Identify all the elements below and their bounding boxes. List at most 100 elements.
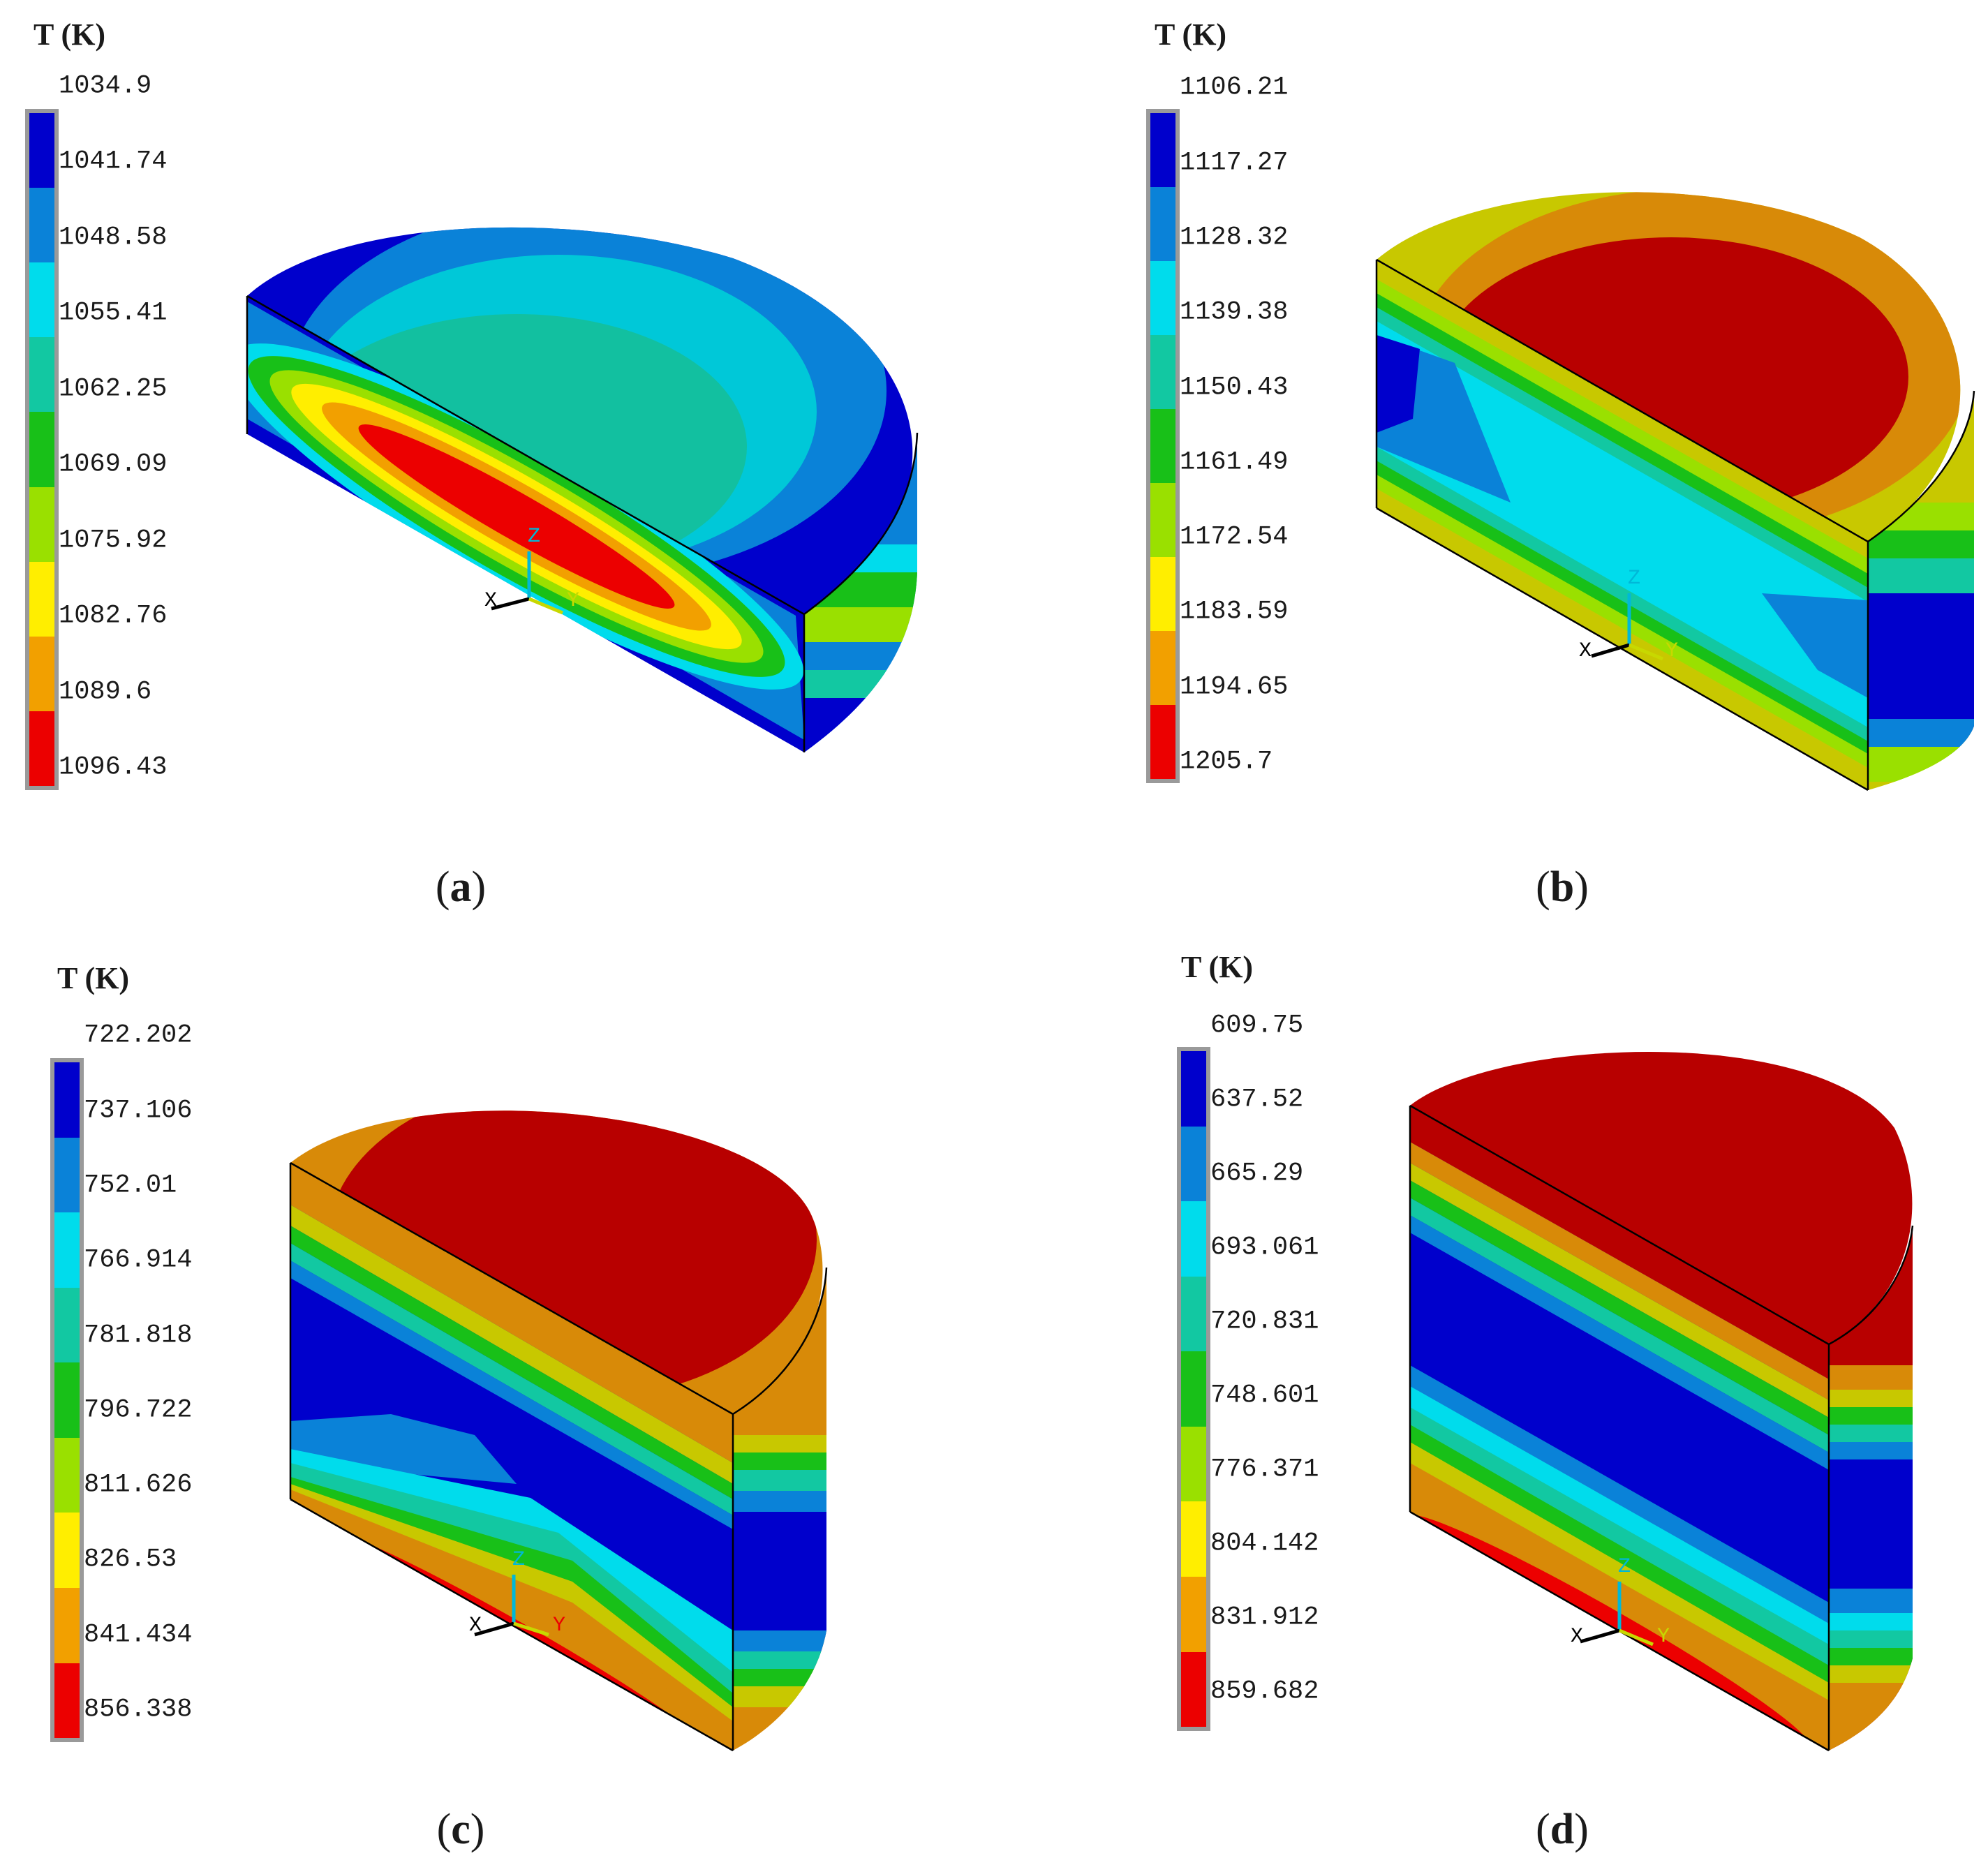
panel-caption: (a) <box>435 863 487 911</box>
color-swatch <box>1150 631 1175 705</box>
legend-tick-label: 1117.27 <box>1180 148 1289 178</box>
color-swatch <box>29 113 54 188</box>
color-bar <box>25 109 59 790</box>
color-swatch <box>1181 1426 1206 1502</box>
color-swatch <box>54 1362 80 1438</box>
color-swatch <box>1181 1351 1206 1427</box>
color-swatch <box>1181 1201 1206 1277</box>
color-bar <box>1177 1047 1210 1731</box>
color-swatch <box>54 1212 80 1288</box>
axis-z-label: Z <box>528 525 540 549</box>
color-swatch <box>29 412 54 487</box>
color-legend: 722.202 737.106 752.01 766.914 781.818 7… <box>50 1023 260 1751</box>
legend-tick-label: 1096.43 <box>59 752 168 782</box>
legend-tick-label: 1161.49 <box>1180 447 1289 477</box>
color-swatch <box>29 262 54 338</box>
color-swatch <box>29 337 54 413</box>
legend-tick-label: 796.722 <box>84 1395 193 1425</box>
panel-caption-letter: d <box>1550 1806 1575 1853</box>
legend-tick-label: 1172.54 <box>1180 522 1289 552</box>
color-swatch <box>1181 1126 1206 1202</box>
panel-caption: (c) <box>436 1806 485 1853</box>
legend-tick-label: 1183.59 <box>1180 597 1289 627</box>
color-swatch <box>1150 705 1175 779</box>
legend-tick-label: 1069.09 <box>59 449 168 480</box>
color-swatch <box>1181 1276 1206 1352</box>
axis-y-label: Y <box>1666 639 1678 663</box>
legend-tick-label: 859.682 <box>1210 1677 1319 1707</box>
color-swatch <box>1150 335 1175 409</box>
legend-tick-label: 1082.76 <box>59 601 168 631</box>
legend-tick-label: 804.142 <box>1210 1529 1319 1559</box>
legend-tick-label: 1075.92 <box>59 526 168 556</box>
legend-tick-label: 1055.41 <box>59 298 168 328</box>
color-swatch <box>29 711 54 786</box>
panel-caption-letter: b <box>1550 863 1575 911</box>
color-swatch <box>54 1587 80 1663</box>
color-swatch <box>29 561 54 637</box>
legend-tick-label: 1194.65 <box>1180 672 1289 702</box>
legend-tick-label: 1128.32 <box>1180 223 1289 253</box>
color-swatch <box>1181 1501 1206 1577</box>
legend-tick-label: 752.01 <box>84 1171 177 1201</box>
legend-unit-label: T (K) <box>57 961 130 995</box>
legend-unit-label: T (K) <box>34 17 106 52</box>
legend-tick-label: 766.914 <box>84 1245 193 1275</box>
model-outline <box>1409 1104 1914 1752</box>
model-outline <box>289 1161 828 1752</box>
legend-tick-label: 1041.74 <box>59 147 168 177</box>
axis-z-label: Z <box>512 1548 525 1572</box>
panel-caption-letter: c <box>451 1806 470 1853</box>
legend-tick-label: 748.601 <box>1210 1381 1319 1411</box>
legend-tick-label: 776.371 <box>1210 1455 1319 1485</box>
temperature-contour-model: Z X Y <box>1409 1051 1914 1752</box>
temperature-contour-model: Z X Y <box>246 227 919 752</box>
legend-tick-label: 737.106 <box>84 1096 193 1126</box>
legend-tick-label: 637.52 <box>1210 1085 1304 1115</box>
temperature-contour-model: Z X Y <box>289 1110 828 1752</box>
axis-triad: Z X Y <box>1579 567 1678 663</box>
legend-tick-label: 665.29 <box>1210 1159 1304 1189</box>
legend-tick-label: 1150.43 <box>1180 373 1289 403</box>
color-legend: 609.75 637.52 665.29 693.061 720.831 748… <box>1177 1013 1386 1741</box>
legend-tick-label: 693.061 <box>1210 1233 1319 1263</box>
legend-tick-label: 856.338 <box>84 1695 193 1725</box>
color-swatch <box>54 1513 80 1588</box>
legend-tick-label: 1106.21 <box>1180 73 1289 103</box>
color-bar <box>50 1058 84 1742</box>
panel-caption: (b) <box>1536 863 1589 911</box>
axis-triad: Z X Y <box>469 1548 565 1637</box>
axis-z-label: Z <box>1618 1555 1631 1579</box>
axis-y-label: Y <box>553 1614 565 1637</box>
axis-x-label: X <box>484 589 497 613</box>
legend-tick-label: 1062.25 <box>59 374 168 404</box>
legend-tick-label: 831.912 <box>1210 1603 1319 1633</box>
legend-tick-label: 609.75 <box>1210 1011 1304 1041</box>
panel-a: T (K) 1034.9 1041.74 1048.58 1055.41 106… <box>0 0 994 932</box>
color-swatch <box>1181 1051 1206 1127</box>
temperature-contour-model: Z X Y <box>1375 192 1975 792</box>
legend-tick-label: 720.831 <box>1210 1307 1319 1337</box>
model-outline <box>246 295 919 752</box>
color-swatch <box>54 1663 80 1739</box>
color-swatch <box>1150 113 1175 187</box>
color-legend: 1034.9 1041.74 1048.58 1055.41 1062.25 1… <box>25 73 235 796</box>
axis-x-label: X <box>1579 639 1592 663</box>
color-swatch <box>54 1062 80 1138</box>
legend-tick-label: 841.434 <box>84 1620 193 1650</box>
color-swatch <box>54 1287 80 1363</box>
panel-c: T (K) 722.202 737.106 752.01 766.914 781… <box>0 932 994 1865</box>
axis-triad: Z X Y <box>1571 1555 1670 1649</box>
color-swatch <box>29 188 54 263</box>
panel-caption-letter: a <box>450 863 472 911</box>
axis-x-label: X <box>469 1614 482 1637</box>
legend-tick-label: 1034.9 <box>59 71 152 101</box>
axis-x-label: X <box>1571 1625 1583 1649</box>
color-swatch <box>1150 261 1175 335</box>
axis-z-label: Z <box>1628 567 1640 590</box>
legend-tick-label: 1139.38 <box>1180 297 1289 327</box>
panel-caption: (d) <box>1536 1806 1589 1853</box>
cut-face <box>247 296 804 752</box>
legend-tick-label: 781.818 <box>84 1321 193 1351</box>
legend-unit-label: T (K) <box>1181 950 1254 984</box>
